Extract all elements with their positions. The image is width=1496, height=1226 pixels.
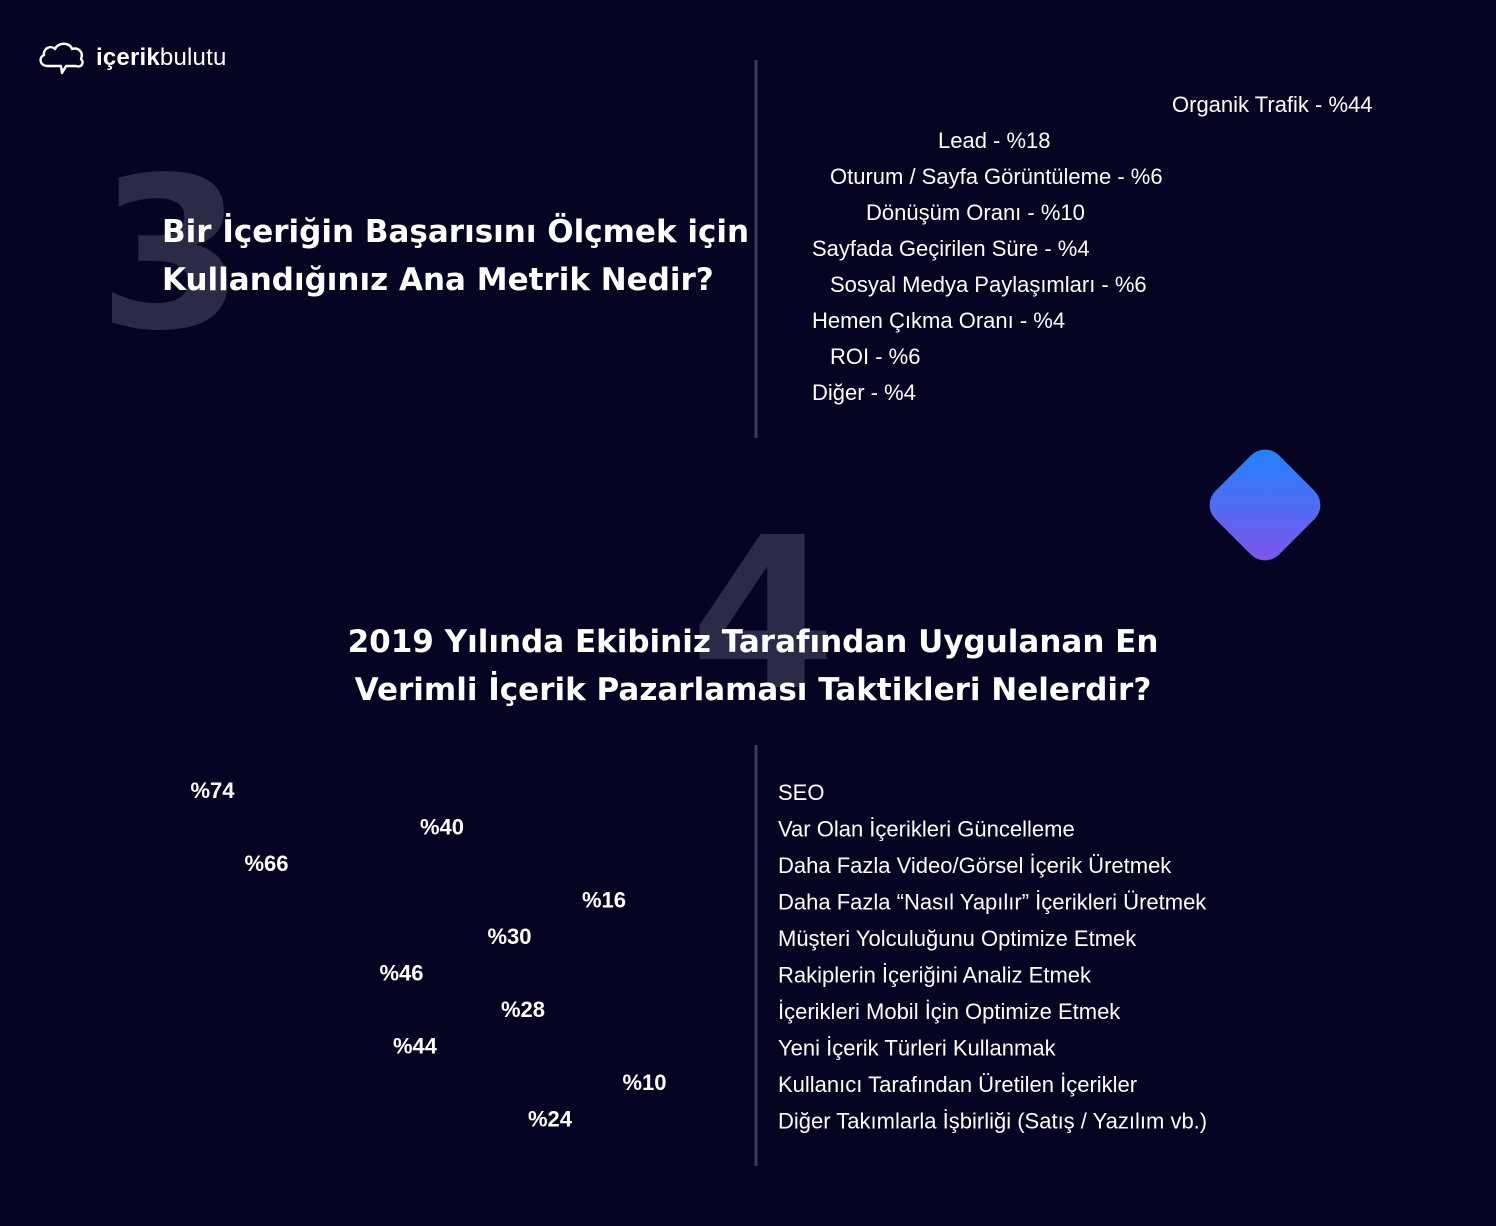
metrics-bar-chart: Organik Trafik - %44 Lead - %18 Oturum / S… <box>752 60 1373 438</box>
tactic-category-label: Diğer Takımlarla İşbirliği (Satış / Yazı… <box>778 1109 1207 1134</box>
tactic-category-label: İçerikleri Mobil İçin Optimize Etmek <box>778 999 1121 1024</box>
section-number-3: 3 <box>98 132 245 377</box>
brand-logo[interactable]: içerikbulutu <box>36 38 227 78</box>
tactic-value-label: %40 <box>420 815 464 840</box>
cloud-chat-icon <box>39 42 84 75</box>
metric-label: ROI - %6 <box>830 344 920 369</box>
tactic-value-label: %30 <box>487 924 531 949</box>
metric-label: Oturum / Sayfa Görüntüleme - %6 <box>830 164 1163 189</box>
logo-text: içerikbulutu <box>96 44 227 71</box>
metric-label: Dönüşüm Oranı - %10 <box>866 200 1085 225</box>
tactic-value-label: %28 <box>501 997 545 1022</box>
metric-label: Sayfada Geçirilen Süre - %4 <box>812 236 1090 261</box>
tactic-value-label: %66 <box>244 851 288 876</box>
tactic-category-label: Rakiplerin İçeriğini Analiz Etmek <box>778 963 1092 988</box>
tactic-category-label: Var Olan İçerikleri Güncelleme <box>778 817 1075 842</box>
tactic-value-label: %44 <box>393 1034 438 1059</box>
tactic-category-label: Daha Fazla “Nasıl Yapılır” İçerikleri Ür… <box>778 890 1207 915</box>
tactics-question-title: 2019 Yılında Ekibiniz Tarafından Uygulan… <box>347 624 1159 708</box>
tactic-value-label: %10 <box>622 1070 666 1095</box>
tactic-category-label: Müşteri Yolculuğunu Optimize Etmek <box>778 926 1137 951</box>
section-number-4: 4 <box>690 492 837 737</box>
metric-label: Organik Trafik - %44 <box>1172 92 1373 117</box>
metric-label: Diğer - %4 <box>812 380 916 405</box>
tactic-value-label: %16 <box>582 888 626 913</box>
metrics-question-title: Bir İçeriğin Başarısını Ölçmek için Kull… <box>162 214 750 298</box>
tactic-value-label: %46 <box>379 961 423 986</box>
tactic-category-label: Kullanıcı Tarafından Üretilen İçerikler <box>778 1072 1137 1097</box>
metric-label: Lead - %18 <box>938 128 1051 153</box>
tactic-category-label: Yeni İçerik Türleri Kullanmak <box>778 1036 1057 1061</box>
tactic-category-label: Daha Fazla Video/Görsel İçerik Üretmek <box>778 853 1172 878</box>
metric-label: Hemen Çıkma Oranı - %4 <box>812 308 1065 333</box>
tactics-bar-chart: %74 SEO %40 Var Olan İçerikleri Güncelleme%… <box>190 745 1207 1166</box>
tactic-value-label: %74 <box>190 778 235 803</box>
tactic-category-label: SEO <box>778 780 824 805</box>
metric-label: Sosyal Medya Paylaşımları - %6 <box>830 272 1147 297</box>
tactic-value-label: %24 <box>528 1107 573 1132</box>
